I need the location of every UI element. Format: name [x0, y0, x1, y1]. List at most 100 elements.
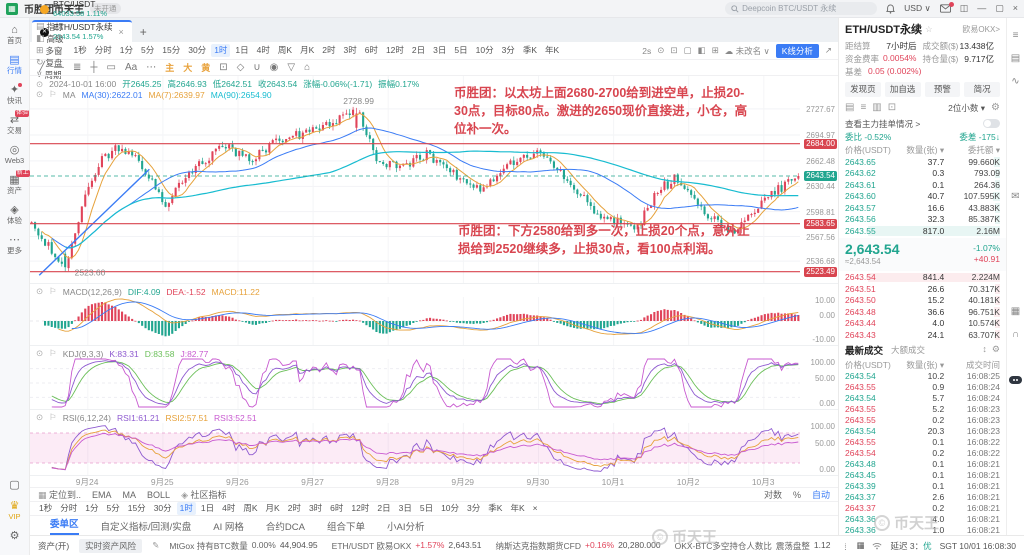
toolbar-mode-复盘[interactable]: ↻ 复盘	[36, 57, 64, 69]
book-depth-icon[interactable]: ⊡	[887, 102, 897, 113]
currency-select[interactable]: USD ∨	[904, 3, 931, 13]
add-tab-button[interactable]: +	[139, 25, 147, 39]
bottom-tab-委单区[interactable]: 委单区	[50, 516, 79, 535]
alert-icon[interactable]: ⚐	[49, 348, 57, 358]
timeframe-12时[interactable]: 12时	[385, 45, 404, 55]
timeframe-5分[interactable]: 5分	[141, 45, 155, 55]
edit-icon[interactable]: ✎	[152, 540, 160, 550]
text-icon[interactable]: Aa	[124, 62, 138, 73]
filter-icon[interactable]: ▽	[287, 62, 296, 73]
toolbar-mode-指标[interactable]: ▤ 指标	[36, 21, 64, 33]
toolbar-mode-多窗[interactable]: ⊞ 多窗	[36, 45, 64, 57]
timeframe-1日[interactable]: 1日	[235, 45, 249, 55]
screenshot-icon[interactable]: ⊡	[219, 62, 228, 73]
action-button-简况[interactable]: 简况	[964, 81, 1000, 97]
book-all-icon[interactable]: ▤	[845, 102, 855, 113]
orderbook-row[interactable]: 2643.51 26.6 70.317K	[845, 283, 1000, 295]
timeframe-年K[interactable]: 年K	[544, 45, 560, 55]
status-ticker[interactable]: ETH/USDT 欧易OKX +1.57% 2,643.51	[332, 540, 482, 552]
sidebar-vip-icon[interactable]: ♛ VIP	[0, 500, 29, 521]
collapse-icon[interactable]: ⊙	[36, 89, 44, 99]
delete-icon[interactable]: ⌂	[304, 62, 311, 73]
timeframe-3分[interactable]: 3分	[467, 503, 481, 513]
bottom-tab-小AI分析[interactable]: 小AI分析	[387, 521, 425, 533]
timeframe-分时[interactable]: 分时	[60, 503, 78, 513]
precision-select[interactable]: 2位小数 ▾	[948, 102, 986, 113]
close-button[interactable]: ×	[1012, 3, 1018, 13]
timeframe-30分[interactable]: 30分	[153, 503, 172, 513]
screenshot-icon[interactable]: ⊡	[670, 45, 678, 55]
timeframe-1分[interactable]: 1分	[119, 45, 134, 55]
timeframe-collapse-icon[interactable]: ×	[532, 503, 538, 513]
maximize-button[interactable]: ▢	[995, 3, 1004, 13]
timeframe-2日[interactable]: 2日	[377, 503, 391, 513]
scale-option-%[interactable]: %	[792, 489, 801, 500]
timeframe-1秒[interactable]: 1秒	[39, 503, 53, 513]
timeframe-3日[interactable]: 3日	[433, 45, 447, 55]
time-axis[interactable]: 9月24 9月25 9月26 9月27 9月28 9月29 9月30 10月1 10月2 10月3	[30, 476, 838, 488]
collapse-icon[interactable]: ⊙	[36, 412, 44, 422]
symbol-tab-BTC/USDT[interactable]: BTC/USDT 64033.58 1.11%	[32, 0, 132, 20]
action-button-预警[interactable]: 预警	[924, 81, 961, 97]
sidebar-window-icon[interactable]: ▢	[0, 479, 29, 491]
book-header-col[interactable]: 数量(张) ▾	[906, 145, 945, 155]
horizontal-line-icon[interactable]: —	[54, 62, 65, 73]
orderbook-row[interactable]: 2643.48 36.6 96.751K	[845, 306, 1000, 318]
timeframe-1秒[interactable]: 1秒	[73, 45, 87, 55]
status-ticker[interactable]: 纳斯达克指数期货CFD +0.16% 20,280.000	[496, 540, 661, 552]
orderbook-row[interactable]: 2643.43 24.1 63.707K	[845, 329, 1000, 341]
timeframe-4时[interactable]: 4时	[256, 45, 270, 55]
orderbook-row[interactable]: 2643.61 0.1 264.36	[845, 179, 1000, 191]
orderbook-row[interactable]: 2643.44 4.0 10.574K	[845, 318, 1000, 330]
orderbook-row[interactable]: 2643.54 841.4 2.224M	[845, 272, 1000, 284]
sidebar-item-更多[interactable]: ⋯ 更多	[0, 234, 29, 255]
timeframe-3时[interactable]: 3时	[343, 45, 357, 55]
main-order-toggle[interactable]	[983, 119, 1000, 128]
sidebar-item-快讯[interactable]: ✦ 快讯	[0, 83, 29, 105]
timer-icon[interactable]: ⊙	[657, 45, 665, 55]
bottom-tab-组合下单[interactable]: 组合下单	[326, 521, 365, 533]
close-tab-icon[interactable]: ×	[118, 27, 124, 37]
search-input[interactable]: Deepcoin BTC/USDT 永续	[725, 2, 878, 15]
share-icon[interactable]: ↗	[824, 45, 832, 55]
timeframe-5日[interactable]: 5日	[454, 45, 468, 55]
qr-icon[interactable]: ▦	[856, 540, 865, 550]
timeframe-30分[interactable]: 30分	[188, 45, 207, 55]
indicator-tool-社区指标[interactable]: ◈ 社区指标	[181, 490, 227, 500]
status-ticker[interactable]: 美元指数+0.24%101.8029	[844, 540, 846, 552]
status-ticker[interactable]: MtGox 持有BTC数量 0.00% 44,904.95	[169, 540, 317, 552]
timeframe-季K[interactable]: 季K	[488, 503, 503, 513]
bottom-tab-自定义指标/回测/实盘[interactable]: 自定义指标/回测/实盘	[100, 521, 192, 533]
rsi-canvas[interactable]: ⊙ ⚐ RSI(6,12,24) RSI1:61.21 RSI2:57.51 RSI3:5…	[30, 410, 800, 475]
exchange-link[interactable]: 欧易OKX>	[962, 24, 1000, 34]
timeframe-3时[interactable]: 3时	[308, 503, 323, 513]
quick-style-主[interactable]: 主	[165, 63, 175, 73]
main-chart-canvas[interactable]: 2728.99 2523.60 ⊙ 2024-10-01 16:00 开2645.…	[30, 76, 800, 283]
timeframe-12时[interactable]: 12时	[351, 503, 370, 513]
book-ask-icon[interactable]: ▥	[872, 102, 882, 113]
orderbook-icon[interactable]: ▤	[1010, 53, 1021, 64]
star-icon[interactable]: ☆	[925, 23, 933, 34]
book-header-col[interactable]: 委托额 ▾	[967, 145, 1000, 155]
sidebar-settings-gear-icon[interactable]: ⚙	[0, 530, 29, 542]
replay-icon[interactable]: ◧	[697, 45, 706, 55]
timeframe-分时[interactable]: 分时	[94, 45, 112, 55]
collapse-icon[interactable]: ⊙	[36, 348, 44, 358]
magnet-icon[interactable]: ∪	[253, 62, 261, 73]
scale-option-自动[interactable]: 自动	[811, 490, 830, 500]
timeframe-周K[interactable]: 周K	[277, 45, 293, 55]
sidebar-item-Web3[interactable]: ◎ Web3	[0, 144, 29, 165]
alert-icon[interactable]: ⚐	[49, 89, 57, 99]
indicator-tool-BOLL[interactable]: BOLL	[147, 489, 171, 500]
sidebar-item-行情[interactable]: ▤ 行情	[0, 54, 29, 75]
orderbook-row[interactable]: 2643.65 37.7 99.660K	[845, 156, 1000, 168]
macd-canvas[interactable]: ⊙ ⚐ MACD(12,26,9) DIF:4.09 DEA:-1.52 MACD:11.…	[30, 284, 800, 345]
alert-icon[interactable]: ⚐	[49, 412, 57, 422]
timeframe-6时[interactable]: 6时	[330, 503, 344, 513]
indicator-icon[interactable]: ∿	[1011, 76, 1020, 87]
sidebar-item-资产[interactable]: ▦ 新上 资产	[0, 170, 30, 195]
timeframe-4时[interactable]: 4时	[222, 503, 236, 513]
bottom-tab-合约DCA[interactable]: 合约DCA	[265, 521, 305, 533]
timeframe-3日[interactable]: 3日	[398, 503, 412, 513]
timeframe-5分[interactable]: 5分	[106, 503, 120, 513]
